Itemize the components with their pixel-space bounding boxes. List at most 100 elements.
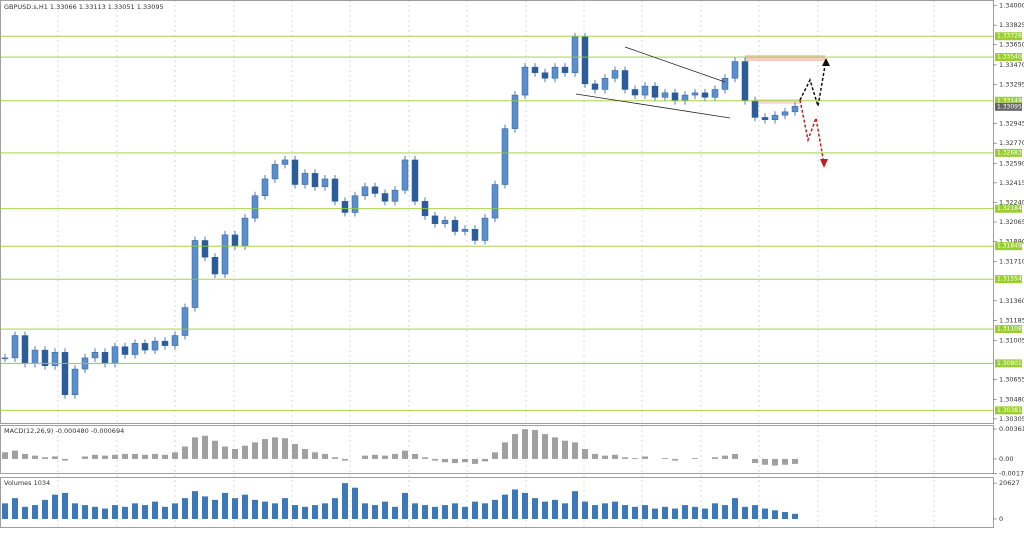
- bar: [422, 457, 428, 459]
- y-tick-label: 1.32590: [999, 159, 1024, 167]
- bar: [252, 442, 258, 459]
- candle-body: [741, 61, 749, 101]
- candle-body: [521, 66, 529, 96]
- bar: [642, 456, 648, 459]
- bar: [522, 429, 528, 459]
- bar: [522, 492, 528, 519]
- bar: [552, 437, 558, 459]
- bar: [82, 456, 88, 459]
- bar: [732, 453, 738, 459]
- candle-body: [531, 66, 539, 73]
- bar: [472, 458, 478, 464]
- candle-body: [641, 85, 649, 96]
- candle-body: [401, 159, 409, 191]
- bar: [182, 498, 188, 519]
- candle-body: [231, 234, 239, 247]
- y-tick-label: 1.32770: [999, 139, 1024, 147]
- bar: [612, 454, 618, 459]
- bar: [542, 501, 548, 519]
- bar: [662, 506, 668, 519]
- candle-body: [601, 78, 609, 90]
- candle-body: [181, 307, 189, 336]
- candle-body: [611, 70, 619, 79]
- candle-body: [781, 111, 789, 116]
- level-label: 1.32184: [997, 205, 1022, 212]
- bar: [742, 506, 748, 519]
- arrow-head: [822, 58, 830, 66]
- bar: [512, 434, 518, 459]
- candle-body: [141, 343, 149, 351]
- bar: [332, 457, 338, 459]
- y-tick-label: 1.31360: [999, 297, 1024, 305]
- bearish-path: [799, 99, 825, 165]
- bar: [232, 498, 238, 519]
- candle-body: [391, 189, 399, 202]
- candle-body: [301, 173, 309, 185]
- bar: [132, 453, 138, 459]
- candle-body: [101, 352, 109, 364]
- level-label-bg: [995, 325, 1022, 334]
- candle-body: [481, 217, 489, 241]
- candle-body: [651, 85, 659, 98]
- bar: [232, 449, 238, 459]
- bar: [492, 452, 498, 459]
- bar: [72, 503, 78, 519]
- level-label: 1.30801: [997, 360, 1022, 367]
- bar: [92, 506, 98, 519]
- bar: [432, 458, 438, 461]
- candle-body: [371, 186, 379, 194]
- trendline: [624, 46, 726, 83]
- bar: [142, 454, 148, 459]
- bar: [82, 505, 88, 519]
- bar: [202, 496, 208, 519]
- candle-body: [121, 346, 129, 355]
- bar: [272, 437, 278, 459]
- bar: [222, 492, 228, 519]
- bar: [172, 452, 178, 459]
- bar: [302, 449, 308, 459]
- bar: [732, 498, 738, 519]
- y-tick-label: 1.31710: [999, 258, 1024, 266]
- bar: [222, 446, 228, 459]
- bar: [52, 494, 58, 519]
- bar: [442, 458, 448, 463]
- bar: [322, 503, 328, 519]
- y-tick-label: 1.32945: [999, 120, 1024, 128]
- level-label: 1.33540: [997, 54, 1022, 61]
- bar: [332, 498, 338, 519]
- bar: [782, 458, 788, 465]
- bar: [702, 508, 708, 519]
- bar: [312, 505, 318, 519]
- candle-body: [791, 106, 799, 113]
- bar: [492, 499, 498, 519]
- candle-body: [661, 92, 669, 98]
- main-chart: 1.34000 1.33825 1.33650 1.33470 1.33295 1.329…: [0, 2, 1024, 423]
- bar: [762, 458, 768, 465]
- bar: [2, 452, 8, 459]
- candle-body: [21, 335, 29, 364]
- bar: [112, 505, 118, 519]
- bar: [772, 458, 778, 466]
- bar: [462, 458, 468, 463]
- bar: [542, 434, 548, 459]
- candle-body: [61, 352, 69, 396]
- trend-annotations: [575, 46, 830, 168]
- macd-title: MACD(12,26,9) -0.000480 -0.000694: [4, 427, 124, 435]
- candle-body: [581, 36, 589, 85]
- bar: [712, 503, 718, 519]
- candle-body: [211, 256, 219, 275]
- candle-body: [431, 215, 439, 224]
- bar: [282, 438, 288, 459]
- y-tick-label: 1.33650: [999, 41, 1024, 49]
- y-tick-label: 1.31185: [999, 316, 1024, 324]
- candle-body: [731, 61, 739, 79]
- candle-body: [771, 114, 779, 120]
- candle-body: [241, 217, 249, 247]
- bar: [642, 505, 648, 519]
- bar: [172, 503, 178, 519]
- candle-body: [381, 193, 389, 202]
- level-label: 1.31849: [997, 243, 1022, 250]
- bar: [102, 455, 108, 459]
- candle-body: [1, 357, 9, 360]
- y-tick-label: 1.30480: [999, 395, 1024, 403]
